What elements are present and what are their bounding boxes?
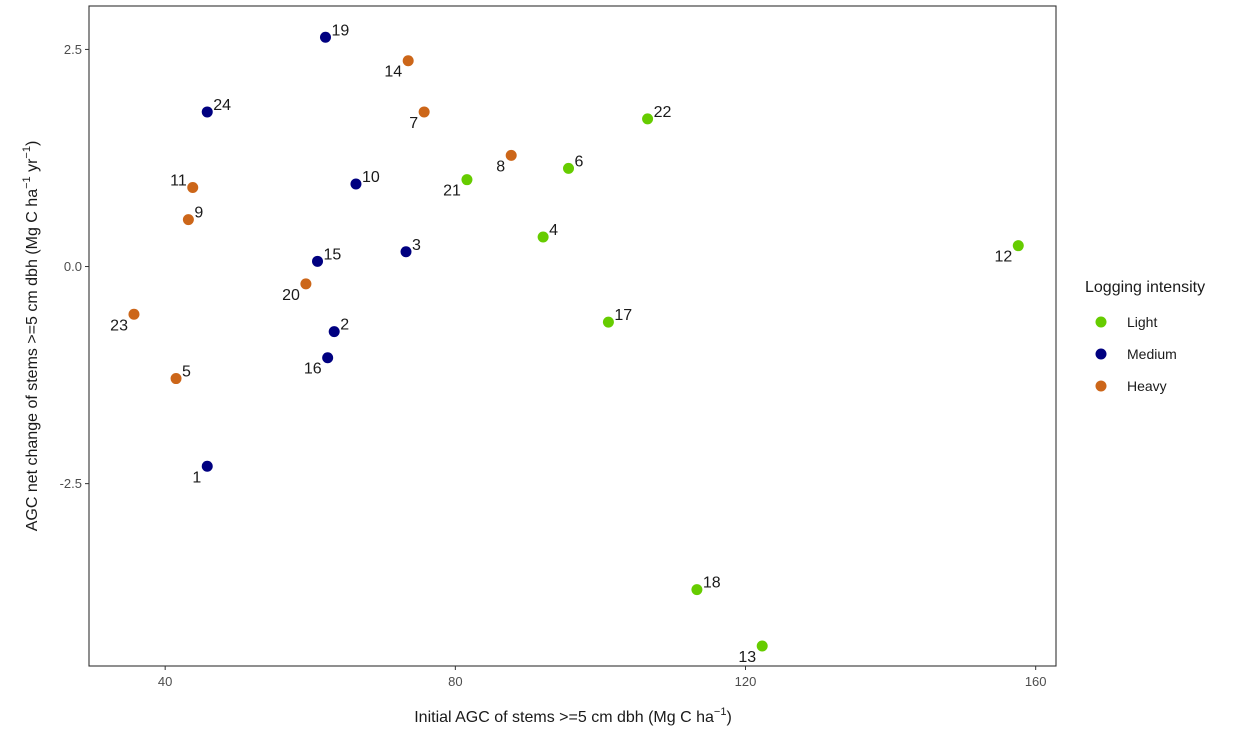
legend-key-heavy xyxy=(1095,380,1107,392)
x-axis-title-main: Initial AGC of stems >=5 cm dbh (Mg C ha xyxy=(414,709,714,726)
y-axis: 2.5 0.0 -2.5 xyxy=(60,42,89,491)
legend-label-heavy: Heavy xyxy=(1127,378,1167,394)
x-axis-title: Initial AGC of stems >=5 cm dbh (Mg C ha… xyxy=(414,706,732,726)
point-label-11: 11 xyxy=(170,173,187,190)
x-tick-label: 40 xyxy=(158,674,172,689)
data-point-4 xyxy=(537,231,549,243)
point-label-15: 15 xyxy=(324,246,342,263)
y-axis-title-sup2: −1 xyxy=(21,146,33,159)
point-label-14: 14 xyxy=(384,64,402,81)
y-tick-label: 0.0 xyxy=(64,259,82,274)
point-label-21: 21 xyxy=(443,183,461,200)
y-axis-title-mid: yr xyxy=(24,158,41,176)
data-point-7 xyxy=(418,106,430,118)
legend-key-light xyxy=(1095,316,1107,328)
point-label-12: 12 xyxy=(994,249,1012,266)
data-point-18 xyxy=(691,584,703,596)
data-point-22 xyxy=(642,113,654,125)
data-point-9 xyxy=(182,214,194,226)
point-label-2: 2 xyxy=(340,317,349,334)
point-label-23: 23 xyxy=(110,317,128,334)
data-point-21 xyxy=(461,174,473,186)
point-label-10: 10 xyxy=(362,169,380,186)
point-label-18: 18 xyxy=(703,575,721,592)
data-point-24 xyxy=(201,106,213,118)
data-point-6 xyxy=(563,162,575,174)
legend: Logging intensity Light Medium Heavy xyxy=(1085,279,1205,394)
legend-label-light: Light xyxy=(1127,314,1157,330)
y-tick-label: -2.5 xyxy=(60,476,82,491)
data-point-8 xyxy=(505,149,517,161)
data-point-3 xyxy=(400,246,412,258)
data-point-19 xyxy=(319,31,331,43)
point-label-13: 13 xyxy=(738,649,756,666)
point-label-22: 22 xyxy=(654,104,672,121)
point-label-8: 8 xyxy=(496,158,505,175)
data-point-16 xyxy=(322,352,334,364)
legend-key-medium xyxy=(1095,348,1107,360)
data-point-2 xyxy=(328,326,340,338)
data-point-13 xyxy=(756,640,768,652)
point-label-19: 19 xyxy=(331,22,349,39)
point-label-1: 1 xyxy=(192,469,201,486)
y-axis-title-main: AGC net change of stems >=5 cm dbh (Mg C… xyxy=(24,189,41,531)
legend-title: Logging intensity xyxy=(1085,279,1205,296)
y-tick-label: 2.5 xyxy=(64,42,82,57)
point-label-4: 4 xyxy=(549,222,558,239)
point-label-9: 9 xyxy=(194,205,203,222)
data-point-15 xyxy=(312,255,324,267)
data-point-5 xyxy=(170,373,182,385)
point-label-5: 5 xyxy=(182,364,191,381)
legend-entries: Light Medium Heavy xyxy=(1095,314,1177,394)
point-label-17: 17 xyxy=(614,307,632,324)
points-layer xyxy=(128,31,1024,652)
data-point-10 xyxy=(350,178,362,190)
data-point-1 xyxy=(201,460,213,472)
y-axis-title-sup1: −1 xyxy=(21,176,33,189)
data-point-14 xyxy=(402,55,414,67)
data-point-20 xyxy=(300,278,312,290)
y-axis-title-end: ) xyxy=(24,141,41,146)
x-tick-label: 120 xyxy=(735,674,757,689)
point-label-3: 3 xyxy=(412,237,421,254)
x-axis-title-end: ) xyxy=(726,709,731,726)
point-label-24: 24 xyxy=(213,97,231,114)
x-axis: 40 80 120 160 xyxy=(158,666,1047,689)
data-point-17 xyxy=(602,316,614,328)
point-label-20: 20 xyxy=(282,287,300,304)
x-tick-label: 80 xyxy=(448,674,462,689)
data-point-23 xyxy=(128,308,140,320)
point-label-7: 7 xyxy=(409,115,418,132)
plot-panel-border xyxy=(88,5,1057,667)
data-point-12 xyxy=(1012,240,1024,252)
point-label-16: 16 xyxy=(304,361,322,378)
x-tick-label: 160 xyxy=(1025,674,1047,689)
data-point-11 xyxy=(187,182,199,193)
legend-label-medium: Medium xyxy=(1127,346,1177,362)
y-axis-title: AGC net change of stems >=5 cm dbh (Mg C… xyxy=(21,141,41,532)
x-axis-title-sup: −1 xyxy=(714,706,727,718)
point-label-6: 6 xyxy=(575,153,584,170)
